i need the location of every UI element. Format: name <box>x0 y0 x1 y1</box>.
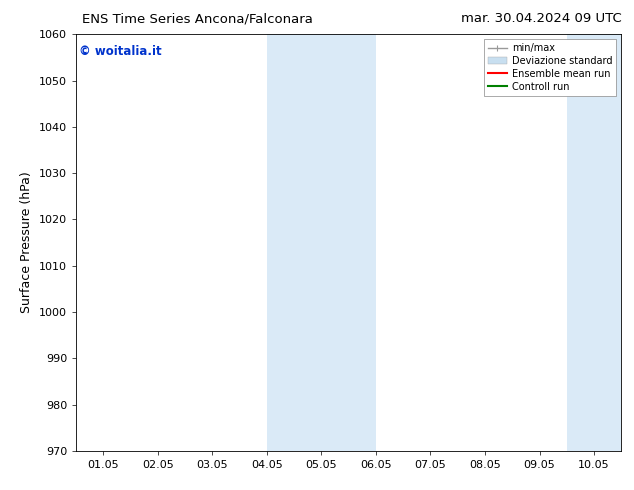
Bar <box>267 34 376 451</box>
Text: © woitalia.it: © woitalia.it <box>79 45 162 58</box>
Y-axis label: Surface Pressure (hPa): Surface Pressure (hPa) <box>20 172 34 314</box>
Text: ENS Time Series Ancona/Falconara: ENS Time Series Ancona/Falconara <box>82 12 313 25</box>
Bar <box>567 34 621 451</box>
Text: mar. 30.04.2024 09 UTC: mar. 30.04.2024 09 UTC <box>460 12 621 25</box>
Legend: min/max, Deviazione standard, Ensemble mean run, Controll run: min/max, Deviazione standard, Ensemble m… <box>484 39 616 96</box>
